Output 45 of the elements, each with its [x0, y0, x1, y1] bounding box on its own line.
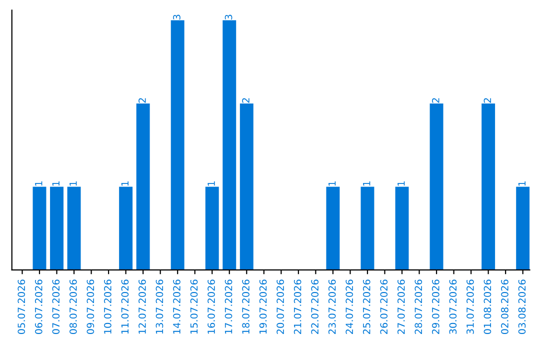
- x-tick-label: 24.07.2026: [346, 280, 354, 334]
- x-tick-label: 07.07.2026: [52, 280, 60, 334]
- x-tick-label: 15.07.2026: [190, 280, 198, 334]
- data-label: 1: [398, 181, 405, 186]
- x-tick-label: 19.07.2026: [259, 280, 267, 334]
- x-tick-label: 21.07.2026: [294, 280, 302, 334]
- data-label: 1: [363, 181, 370, 186]
- data-label: 2: [242, 98, 250, 103]
- x-tick-label: 27.07.2026: [397, 280, 405, 334]
- x-tick-label: 08.07.2026: [69, 280, 77, 334]
- x-tick-label: 02.08.2026: [501, 280, 508, 334]
- x-tick-label: 06.07.2026: [34, 280, 42, 334]
- x-tick-label: 03.08.2026: [518, 280, 526, 334]
- data-label: 2: [432, 98, 440, 103]
- x-tick-label: 23.07.2026: [328, 280, 336, 334]
- data-label: 1: [518, 181, 526, 186]
- x-tick-label: 22.07.2026: [311, 280, 319, 334]
- data-label: 1: [121, 181, 128, 186]
- x-tick-label: 18.07.2026: [242, 280, 250, 334]
- x-tick-label: 05.07.2026: [18, 280, 26, 334]
- x-tick-label: 20.07.2026: [276, 280, 284, 334]
- x-tick-label: 09.07.2026: [86, 280, 94, 334]
- x-tick-label: 28.07.2026: [414, 280, 422, 334]
- x-tick-label: 25.07.2026: [362, 280, 370, 334]
- x-tick-label: 30.07.2026: [449, 280, 457, 334]
- x-tick-label: 29.07.2026: [432, 280, 440, 334]
- data-label: 1: [70, 181, 77, 186]
- x-tick-label: 16.07.2026: [208, 280, 215, 334]
- data-label: 1: [35, 181, 42, 186]
- data-label: 3: [224, 14, 232, 20]
- x-tick-label: 11.07.2026: [121, 280, 129, 334]
- x-tick-label: 31.07.2026: [466, 280, 474, 334]
- data-label: 2: [138, 98, 146, 103]
- x-tick-label: 17.07.2026: [224, 280, 232, 334]
- data-label: 1: [208, 181, 215, 186]
- x-tick-label: 10.07.2026: [104, 280, 112, 334]
- x-tick-label: 12.07.2026: [138, 280, 146, 334]
- data-label: 3: [173, 14, 180, 20]
- data-label: 1: [52, 181, 60, 186]
- data-label: 1: [328, 181, 336, 186]
- x-tick-label: 13.07.2026: [156, 280, 164, 334]
- x-tick-label: 01.08.2026: [484, 280, 492, 334]
- x-tick-label: 26.07.2026: [380, 280, 388, 334]
- data-label: 2: [484, 98, 491, 103]
- x-tick-label: 14.07.2026: [173, 280, 180, 334]
